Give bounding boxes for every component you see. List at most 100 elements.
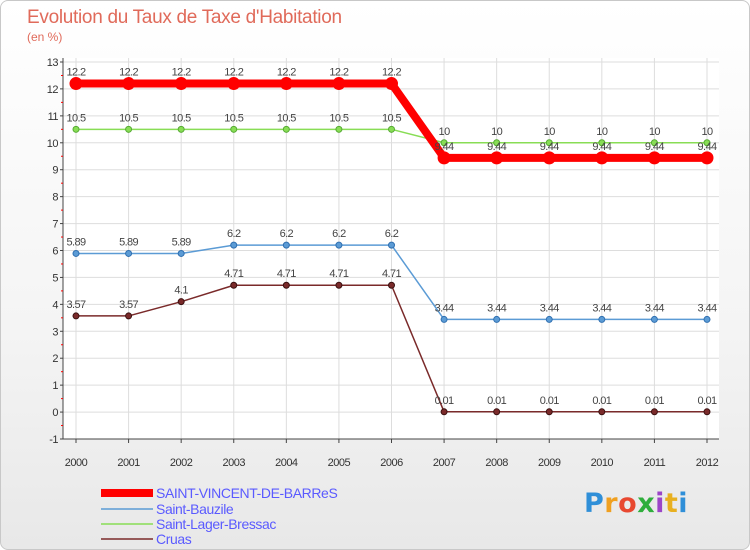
- y-tick-label: 6: [52, 246, 58, 258]
- data-label: 12.2: [329, 67, 348, 79]
- x-tick-label: 2012: [696, 457, 719, 469]
- data-label: 10.5: [382, 112, 401, 124]
- data-label: 10: [491, 126, 503, 138]
- y-tick-label: 11: [48, 111, 59, 123]
- data-point: [69, 77, 83, 91]
- data-label: 0.01: [435, 395, 454, 407]
- data-label: 9.44: [592, 141, 611, 153]
- data-label: 3.44: [697, 302, 716, 314]
- data-point: [388, 241, 395, 249]
- y-tick-label: 0: [52, 407, 58, 419]
- x-tick-label: 2000: [65, 457, 88, 469]
- data-point: [125, 125, 133, 133]
- data-point: [335, 125, 343, 133]
- data-label: 4.1: [174, 285, 188, 297]
- x-tick-label: 2001: [117, 457, 140, 469]
- data-label: 10.5: [329, 112, 348, 124]
- x-tick-label: 2004: [275, 457, 298, 469]
- data-label: 4.71: [224, 268, 243, 280]
- data-point: [282, 241, 290, 249]
- data-point: [282, 281, 290, 289]
- data-label: 12.2: [66, 67, 85, 79]
- data-point: [650, 408, 658, 416]
- logo-letter: P: [584, 488, 605, 519]
- data-point: [335, 241, 343, 249]
- x-tick-label: 2006: [380, 457, 403, 469]
- x-tick-label: 2010: [591, 457, 614, 469]
- data-point: [650, 315, 658, 323]
- data-point: [177, 298, 185, 306]
- chart-unit: (en %): [27, 30, 63, 44]
- data-label: 5.89: [66, 236, 85, 248]
- logo-letter: r: [604, 488, 619, 519]
- data-point: [545, 315, 553, 323]
- data-label: 5.89: [172, 236, 191, 248]
- proxiti-logo: Proxiti: [584, 488, 688, 519]
- legend-label: SAINT-VINCENT-DE-BARReS: [156, 485, 337, 501]
- data-point: [703, 408, 711, 416]
- data-point: [598, 315, 606, 323]
- data-point: [72, 312, 80, 320]
- data-point: [72, 125, 80, 133]
- data-point: [440, 315, 448, 323]
- data-label: 3.44: [487, 302, 506, 314]
- data-label: 3.44: [540, 302, 559, 314]
- data-label: 4.71: [329, 268, 348, 280]
- data-label: 0.01: [540, 395, 559, 407]
- data-label: 10: [701, 126, 713, 138]
- data-label: 10.5: [224, 112, 243, 124]
- data-point: [122, 77, 136, 91]
- data-label: 0.01: [487, 395, 506, 407]
- data-label: 3.44: [592, 302, 611, 314]
- data-point: [174, 77, 188, 91]
- data-label: 9.44: [697, 141, 716, 153]
- logo-letter: x: [637, 488, 656, 519]
- data-label: 0.01: [697, 395, 716, 407]
- data-label: 9.44: [540, 141, 559, 153]
- data-label: 9.44: [645, 141, 664, 153]
- logo-letter: o: [618, 488, 638, 519]
- data-point: [647, 151, 661, 165]
- data-point: [703, 315, 711, 323]
- data-point: [72, 249, 80, 257]
- x-tick-label: 2005: [328, 457, 351, 469]
- y-tick-label: 5: [52, 272, 58, 284]
- y-tick-label: 1: [52, 380, 58, 392]
- data-label: 10: [596, 126, 608, 138]
- data-label: 3.57: [119, 299, 138, 311]
- data-point: [230, 281, 238, 289]
- chart-title: Evolution du Taux de Taxe d'Habitation: [27, 7, 342, 28]
- legend-label: Cruas: [156, 531, 192, 547]
- data-label: 12.2: [119, 67, 138, 79]
- data-point: [230, 125, 238, 133]
- data-label: 6.2: [385, 228, 399, 240]
- data-label: 3.44: [645, 302, 664, 314]
- data-point: [493, 315, 501, 323]
- logo-letter: t: [664, 488, 679, 519]
- data-point: [388, 281, 395, 289]
- data-label: 4.71: [382, 268, 401, 280]
- y-tick-label: -1: [49, 434, 58, 446]
- x-tick-label: 2009: [538, 457, 561, 469]
- y-tick-label: 12: [47, 84, 59, 96]
- data-point: [230, 241, 238, 249]
- data-label: 10: [649, 126, 661, 138]
- x-tick-label: 2011: [644, 457, 666, 469]
- data-point: [493, 139, 501, 147]
- y-tick-label: 10: [47, 138, 59, 150]
- x-tick-label: 2003: [223, 457, 246, 469]
- data-label: 4.71: [277, 268, 296, 280]
- y-tick-label: 3: [52, 326, 58, 338]
- data-label: 12.2: [382, 67, 401, 79]
- data-point: [177, 125, 185, 133]
- y-tick-label: 8: [52, 192, 58, 204]
- data-label: 10.5: [66, 112, 85, 124]
- data-point: [490, 151, 504, 165]
- data-label: 10: [544, 126, 556, 138]
- data-label: 10: [439, 126, 451, 138]
- legend-label: Saint-Lager-Bressac: [156, 516, 276, 532]
- data-point: [177, 249, 185, 257]
- data-point: [385, 77, 398, 91]
- data-label: 3.44: [435, 302, 454, 314]
